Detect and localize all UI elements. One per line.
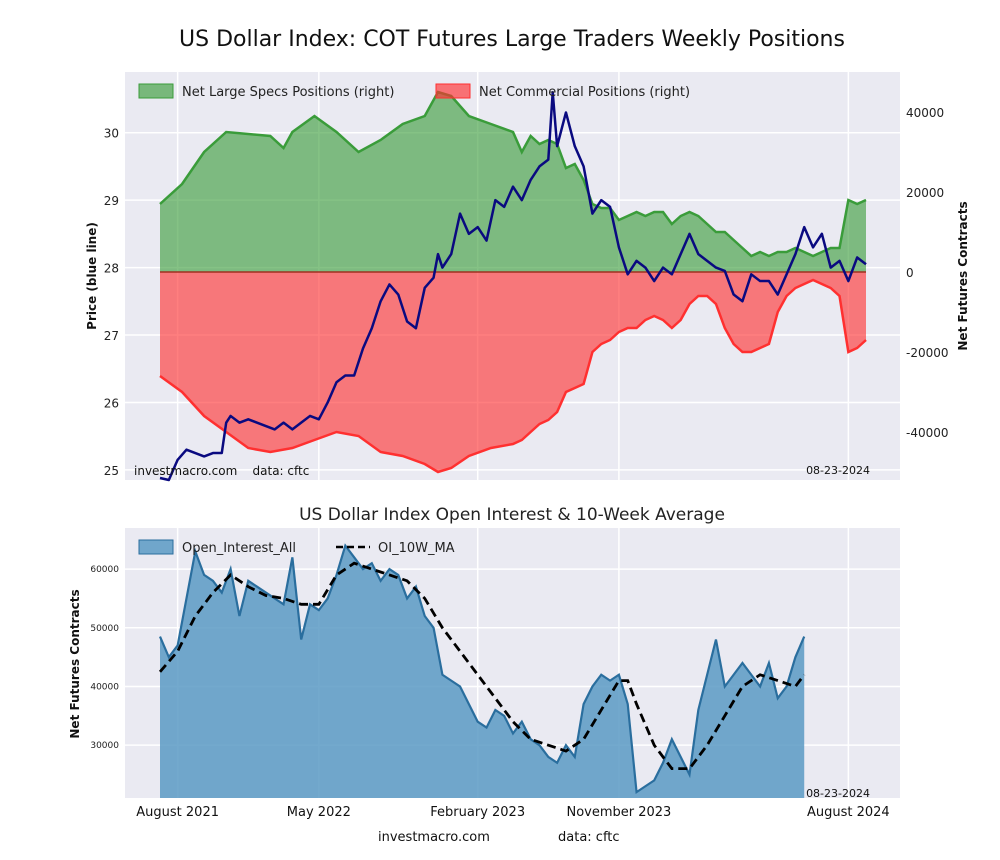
right-tick-0: -40000 [906, 426, 949, 440]
right-tick-3: 20000 [906, 186, 944, 200]
top-right-axis: -40000 -20000 0 20000 40000 [906, 106, 949, 440]
legend-specs-swatch [138, 83, 174, 99]
bottom-ytick-3: 60000 [90, 565, 119, 575]
legend-oi-swatch [138, 539, 174, 555]
commercial-area [160, 272, 866, 472]
left-tick-4: 29 [104, 194, 119, 208]
legend-oi-label: Open_Interest_All [182, 541, 296, 556]
specs-area [160, 92, 866, 272]
top-left-ylabel: Price (blue line) [85, 222, 99, 330]
bottom-xtick-2: February 2023 [430, 805, 525, 820]
legend-specs-label: Net Large Specs Positions (right) [182, 85, 394, 100]
footer-site: investmacro.com [378, 830, 490, 845]
top-date-label: 08-23-2024 [806, 464, 870, 477]
bottom-plot [158, 543, 806, 798]
bottom-ytick-1: 40000 [90, 682, 119, 692]
bottom-x-axis: August 2021 May 2022 February 2023 November… [136, 805, 889, 820]
footer-source: data: cftc [558, 830, 620, 845]
price-line [159, 90, 867, 482]
top-left-axis: 25 26 27 28 29 30 [104, 127, 119, 478]
left-tick-0: 25 [104, 464, 119, 478]
right-tick-4: 40000 [906, 106, 944, 120]
bottom-chart-title: US Dollar Index Open Interest & 10-Week … [299, 505, 725, 525]
right-tick-2: 0 [906, 266, 914, 280]
bottom-date-label: 08-23-2024 [806, 787, 870, 800]
bottom-xtick-4: August 2024 [807, 805, 890, 820]
legend-ma-label: OI_10W_MA [378, 541, 455, 556]
left-tick-1: 26 [104, 396, 119, 410]
legend-commercial-swatch [435, 83, 471, 99]
left-tick-5: 30 [104, 127, 119, 141]
top-watermark: investmacro.com data: cftc [134, 464, 309, 478]
top-plot [159, 90, 867, 482]
commercial-line [159, 278, 867, 474]
bottom-y-axis: 30000 40000 50000 60000 [90, 565, 119, 751]
top-legend: Net Large Specs Positions (right) Net Co… [138, 83, 690, 100]
left-tick-3: 28 [104, 262, 119, 276]
bottom-xtick-3: November 2023 [566, 805, 671, 820]
legend-commercial-label: Net Commercial Positions (right) [479, 85, 690, 100]
bottom-xtick-0: August 2021 [136, 805, 219, 820]
bottom-ytick-0: 30000 [90, 741, 119, 751]
left-tick-2: 27 [104, 329, 119, 343]
top-right-ylabel: Net Futures Contracts [956, 201, 970, 350]
open-interest-line [158, 543, 806, 795]
bottom-ytick-2: 50000 [90, 624, 119, 634]
chart-title: US Dollar Index: COT Futures Large Trade… [179, 27, 845, 52]
bottom-legend: Open_Interest_All OI_10W_MA [138, 539, 455, 556]
bottom-ylabel: Net Futures Contracts [68, 589, 82, 738]
oi-ma-line [158, 561, 806, 771]
right-tick-1: -20000 [906, 346, 949, 360]
bottom-xtick-1: May 2022 [287, 805, 351, 820]
